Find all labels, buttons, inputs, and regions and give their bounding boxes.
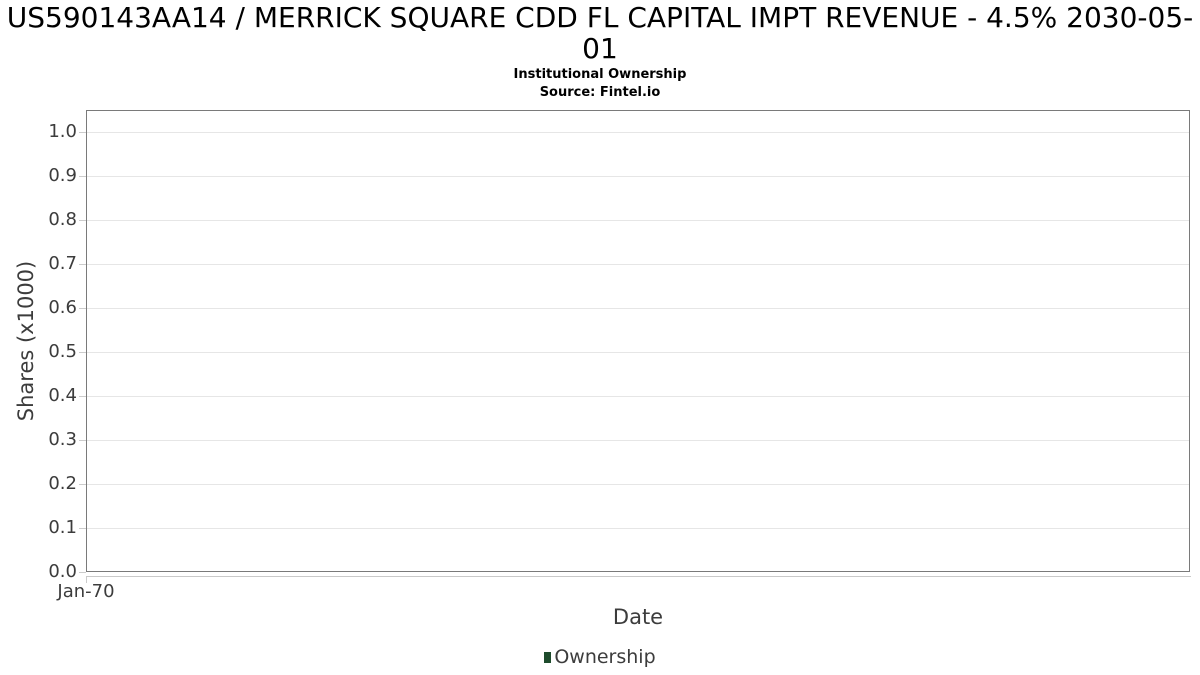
y-gridline <box>87 528 1189 529</box>
y-gridline <box>87 220 1189 221</box>
y-tick-label: 0.1 <box>48 517 77 538</box>
legend-marker-ownership <box>544 651 552 663</box>
y-tick-label: 1.0 <box>48 121 77 142</box>
y-gridline <box>87 396 1189 397</box>
chart-source: Source: Fintel.io <box>539 85 661 100</box>
x-tick-label: Jan-70 <box>57 581 115 602</box>
y-tick-label: 0.6 <box>48 297 77 318</box>
plot-area <box>86 110 1190 572</box>
y-gridline <box>87 484 1189 485</box>
legend: Ownership <box>0 645 1200 669</box>
x-axis-line <box>86 576 1191 577</box>
legend-label-ownership: Ownership <box>554 646 656 668</box>
y-tick-label: 0.3 <box>48 429 77 450</box>
y-tick-mark <box>79 352 86 353</box>
y-tick-mark <box>79 396 86 397</box>
y-tick-label: 0.4 <box>48 385 77 406</box>
y-gridline <box>87 132 1189 133</box>
y-tick-mark <box>79 220 86 221</box>
y-tick-mark <box>79 176 86 177</box>
x-axis-title: Date <box>612 605 664 629</box>
y-tick-label: 0.0 <box>48 561 77 582</box>
y-gridline <box>87 264 1189 265</box>
y-tick-mark <box>79 528 86 529</box>
chart-subtitle: Institutional Ownership <box>513 67 687 82</box>
y-gridline <box>87 440 1189 441</box>
y-tick-mark <box>79 484 86 485</box>
y-tick-label: 0.2 <box>48 473 77 494</box>
y-gridline <box>87 176 1189 177</box>
legend-item-ownership[interactable]: Ownership <box>544 646 656 668</box>
y-tick-label: 0.5 <box>48 341 77 362</box>
y-gridline <box>87 352 1189 353</box>
y-tick-mark <box>79 132 86 133</box>
y-tick-label: 0.7 <box>48 253 77 274</box>
y-tick-label: 0.8 <box>48 209 77 230</box>
y-gridline <box>87 308 1189 309</box>
chart-title: US590143AA14 / MERRICK SQUARE CDD FL CAP… <box>6 1 1194 65</box>
y-tick-mark <box>79 308 86 309</box>
y-tick-mark <box>79 264 86 265</box>
y-tick-mark <box>79 572 86 573</box>
y-tick-label: 0.9 <box>48 165 77 186</box>
x-tick-mark <box>86 577 87 583</box>
y-tick-mark <box>79 440 86 441</box>
